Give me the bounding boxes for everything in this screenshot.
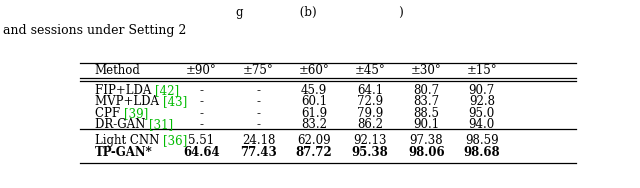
Text: 61.9: 61.9 (301, 107, 327, 120)
Text: ±30°: ±30° (411, 64, 442, 77)
Text: 92.13: 92.13 (353, 134, 387, 147)
Text: 45.9: 45.9 (301, 84, 327, 97)
Text: 98.68: 98.68 (463, 146, 500, 159)
Text: 98.59: 98.59 (465, 134, 499, 147)
Text: Light CNN: Light CNN (95, 134, 163, 147)
Text: -: - (200, 95, 204, 108)
Text: -: - (200, 118, 204, 131)
Text: and sessions under Setting 2: and sessions under Setting 2 (3, 24, 187, 37)
Text: 95.0: 95.0 (468, 107, 495, 120)
Text: ±45°: ±45° (355, 64, 385, 77)
Text: -: - (200, 107, 204, 120)
Text: 72.9: 72.9 (357, 95, 383, 108)
Text: ±90°: ±90° (186, 64, 217, 77)
Text: 5.51: 5.51 (188, 134, 214, 147)
Text: 92.8: 92.8 (468, 95, 495, 108)
Text: -: - (200, 84, 204, 97)
Text: [43]: [43] (163, 95, 187, 108)
Text: 97.38: 97.38 (410, 134, 443, 147)
Text: 64.1: 64.1 (357, 84, 383, 97)
Text: 90.1: 90.1 (413, 118, 439, 131)
Text: ±60°: ±60° (299, 64, 330, 77)
Text: [36]: [36] (163, 134, 188, 147)
Text: MVP+LDA: MVP+LDA (95, 95, 163, 108)
Text: -: - (257, 84, 260, 97)
Text: 90.7: 90.7 (468, 84, 495, 97)
Text: 62.09: 62.09 (298, 134, 331, 147)
Text: TP-GAN*: TP-GAN* (95, 146, 152, 159)
Text: 83.2: 83.2 (301, 118, 327, 131)
Text: ±15°: ±15° (467, 64, 497, 77)
Text: 86.2: 86.2 (357, 118, 383, 131)
Text: CPF: CPF (95, 107, 124, 120)
Text: -: - (257, 95, 260, 108)
Text: 98.06: 98.06 (408, 146, 445, 159)
Text: 88.5: 88.5 (413, 107, 439, 120)
Text: DR-GAN: DR-GAN (95, 118, 149, 131)
Text: 94.0: 94.0 (468, 118, 495, 131)
Text: 64.64: 64.64 (183, 146, 220, 159)
Text: [42]: [42] (155, 84, 179, 97)
Text: g               (b)                      ): g (b) ) (236, 6, 404, 19)
Text: 83.7: 83.7 (413, 95, 439, 108)
Text: 77.43: 77.43 (240, 146, 277, 159)
Text: [31]: [31] (149, 118, 173, 131)
Text: 95.38: 95.38 (352, 146, 388, 159)
Text: [39]: [39] (124, 107, 148, 120)
Text: 87.72: 87.72 (296, 146, 333, 159)
Text: FIP+LDA: FIP+LDA (95, 84, 155, 97)
Text: Method: Method (95, 64, 141, 77)
Text: 80.7: 80.7 (413, 84, 439, 97)
Text: ±75°: ±75° (243, 64, 274, 77)
Text: 79.9: 79.9 (357, 107, 383, 120)
Text: -: - (257, 107, 260, 120)
Text: -: - (257, 118, 260, 131)
Text: 60.1: 60.1 (301, 95, 327, 108)
Text: 24.18: 24.18 (242, 134, 275, 147)
